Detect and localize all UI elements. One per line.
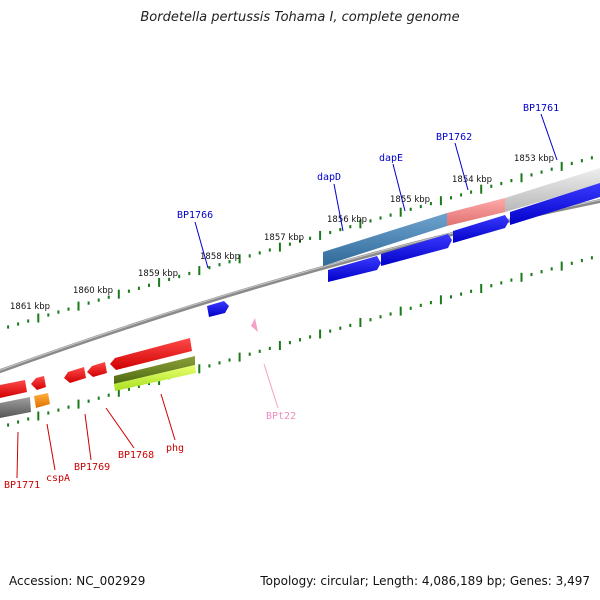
dape-gene-arrow[interactable] (381, 234, 452, 266)
accession-text: Accession: NC_002929 (9, 574, 146, 588)
map-title: Bordetella pertussis Tohama I, complete … (140, 10, 460, 25)
cspa-orange-feature (34, 393, 50, 408)
bp1769-gene-arrow[interactable] (64, 367, 86, 383)
phg-olive-feature (114, 356, 195, 384)
bp1768b-gene-arrow[interactable] (87, 362, 107, 377)
upper-scale-ticks (7, 156, 593, 329)
gene-label-bp1771[interactable]: BP1771 (4, 480, 40, 491)
phg-lime-feature (114, 365, 196, 391)
gene-label-bp1762[interactable]: BP1762 (436, 132, 472, 143)
gene-leader-lines (16, 113, 558, 479)
cspa-gene-arrow[interactable] (31, 376, 46, 390)
gene-label-phg[interactable]: phg (166, 443, 184, 454)
gene-label-bp1768[interactable]: BP1768 (118, 450, 154, 461)
gene-label-bp1766[interactable]: BP1766 (177, 210, 213, 221)
gene-label-cspa[interactable]: cspA (46, 473, 70, 484)
bpt22-trna-marker[interactable] (251, 318, 258, 332)
scale-label-1861: 1861 kbp (10, 302, 50, 312)
gene-label-bp1769[interactable]: BP1769 (74, 462, 110, 473)
gene-label-dapd[interactable]: dapD (317, 172, 341, 183)
pink-feature (447, 198, 505, 226)
bp1768-gene-arrow[interactable] (110, 338, 192, 370)
scale-label-1857: 1857 kbp (264, 233, 304, 243)
gene-labels: BP1766 dapD dapE BP1762 BP1761 BP1771 cs… (4, 103, 559, 491)
bp1771-gray-feature (0, 397, 31, 418)
scale-label-1859: 1859 kbp (138, 269, 178, 279)
gray-feature-track (505, 168, 600, 212)
scale-label-1856: 1856 kbp (327, 215, 367, 225)
bp1766-gene-arrow[interactable] (207, 301, 229, 317)
dapd-dape-feature (323, 213, 447, 266)
scale-label-1853: 1853 kbp (514, 154, 554, 164)
dapd-gene-arrow[interactable] (328, 256, 381, 282)
scale-labels: 1861 kbp 1860 kbp 1859 kbp 1858 kbp 1857… (10, 154, 554, 312)
bp1761-gene-arrow[interactable] (510, 183, 600, 225)
gene-label-bpt22[interactable]: BPt22 (266, 411, 296, 422)
bp1762-gene-arrow[interactable] (453, 215, 509, 243)
genome-summary-text: Topology: circular; Length: 4,086,189 bp… (260, 574, 590, 588)
scale-label-1855: 1855 kbp (390, 195, 430, 205)
lower-scale-ticks (7, 256, 593, 427)
scale-label-1858: 1858 kbp (200, 252, 240, 262)
gene-label-bp1761[interactable]: BP1761 (523, 103, 559, 114)
scale-label-1860: 1860 kbp (73, 286, 113, 296)
bp1771-gene-arrow[interactable] (0, 380, 27, 398)
gene-label-dape[interactable]: dapE (379, 153, 403, 164)
scale-label-1854: 1854 kbp (452, 175, 492, 185)
